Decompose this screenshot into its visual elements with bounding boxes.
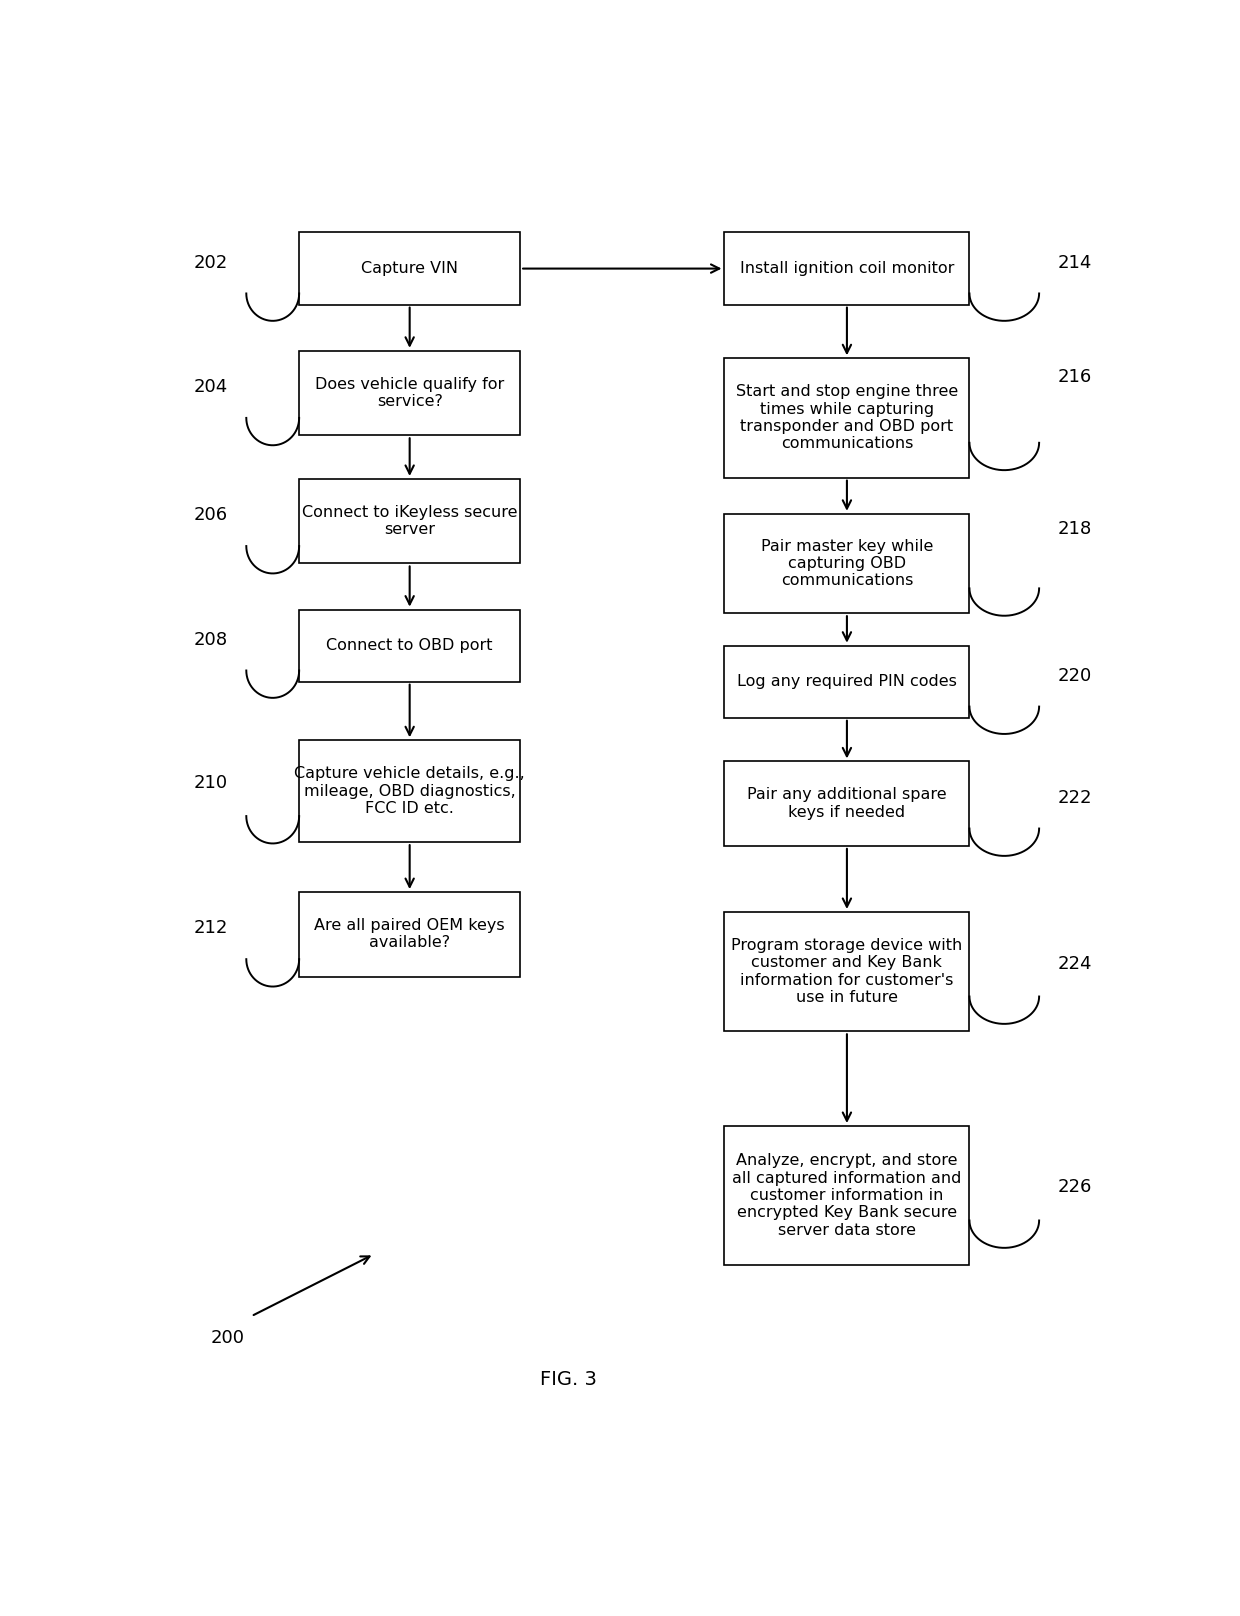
FancyBboxPatch shape [299,351,521,435]
Text: Pair master key while
capturing OBD
communications: Pair master key while capturing OBD comm… [760,538,934,588]
Text: Does vehicle qualify for
service?: Does vehicle qualify for service? [315,377,505,409]
Text: 226: 226 [1058,1178,1092,1196]
Text: Capture VIN: Capture VIN [361,262,458,276]
FancyBboxPatch shape [299,892,521,976]
FancyBboxPatch shape [724,911,970,1031]
Text: 220: 220 [1058,667,1092,685]
FancyBboxPatch shape [724,233,970,305]
Text: 224: 224 [1058,955,1092,973]
Text: 210: 210 [193,774,228,792]
Text: 214: 214 [1058,254,1092,271]
Text: 206: 206 [193,506,228,524]
FancyBboxPatch shape [724,646,970,718]
Text: 202: 202 [193,254,228,271]
Text: 200: 200 [211,1328,244,1346]
Text: Capture vehicle details, e.g.,
mileage, OBD diagnostics,
FCC ID etc.: Capture vehicle details, e.g., mileage, … [294,766,525,816]
FancyBboxPatch shape [724,359,970,478]
FancyBboxPatch shape [299,609,521,682]
Text: Connect to iKeyless secure
server: Connect to iKeyless secure server [301,504,517,538]
Text: Connect to OBD port: Connect to OBD port [326,638,494,653]
FancyBboxPatch shape [724,1126,970,1265]
Text: Log any required PIN codes: Log any required PIN codes [737,674,957,688]
FancyBboxPatch shape [299,233,521,305]
Text: Install ignition coil monitor: Install ignition coil monitor [740,262,954,276]
Text: 204: 204 [193,378,228,396]
Text: Analyze, encrypt, and store
all captured information and
customer information in: Analyze, encrypt, and store all captured… [733,1154,961,1238]
FancyBboxPatch shape [724,761,970,845]
Text: Pair any additional spare
keys if needed: Pair any additional spare keys if needed [748,787,946,819]
Text: Are all paired OEM keys
available?: Are all paired OEM keys available? [315,918,505,950]
Text: Program storage device with
customer and Key Bank
information for customer's
use: Program storage device with customer and… [732,937,962,1005]
Text: Start and stop engine three
times while capturing
transponder and OBD port
commu: Start and stop engine three times while … [735,385,959,451]
FancyBboxPatch shape [724,514,970,612]
Text: 212: 212 [193,920,228,937]
Text: 208: 208 [193,630,228,648]
Text: 218: 218 [1058,520,1092,538]
Text: 216: 216 [1058,368,1092,386]
FancyBboxPatch shape [299,478,521,564]
FancyBboxPatch shape [299,740,521,842]
Text: 222: 222 [1058,789,1092,806]
Text: FIG. 3: FIG. 3 [539,1370,596,1390]
